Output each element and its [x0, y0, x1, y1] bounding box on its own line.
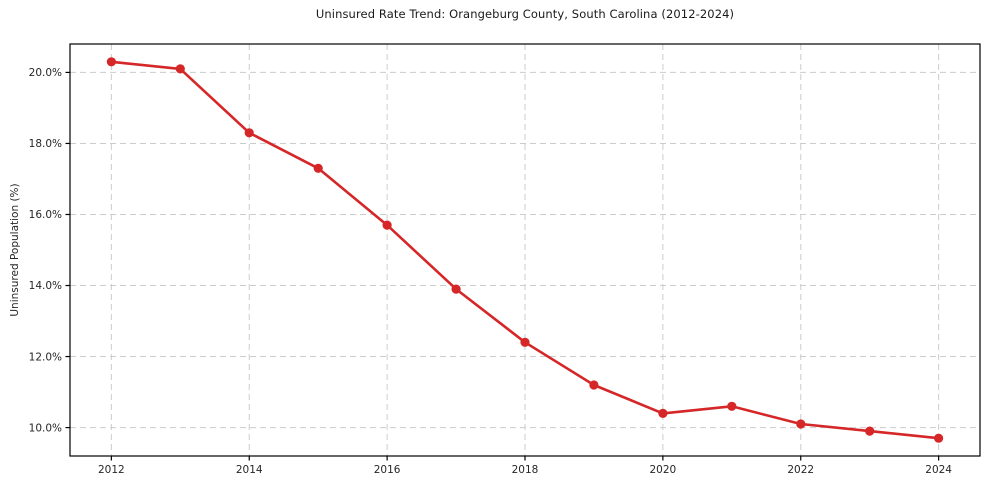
y-tick-label: 18.0% — [29, 138, 62, 150]
data-point — [589, 380, 599, 390]
y-tick-label: 16.0% — [29, 209, 62, 221]
x-tick-label: 2014 — [236, 464, 263, 476]
chart-title: Uninsured Rate Trend: Orangeburg County,… — [315, 7, 735, 21]
y-axis-label: Uninsured Population (%) — [9, 183, 21, 316]
data-point — [382, 220, 392, 230]
x-tick-label: 2022 — [787, 464, 814, 476]
axes: 10.0% 12.0% 14.0% 16.0% 18.0% 20.0% 2012 2014 20… — [29, 43, 981, 476]
trend-line-series — [106, 57, 944, 443]
data-point — [865, 426, 875, 436]
y-tick-label: 20.0% — [29, 67, 62, 79]
data-point — [244, 128, 254, 138]
data-point — [796, 419, 806, 429]
data-point — [175, 64, 185, 74]
x-tick-label: 2018 — [512, 464, 539, 476]
x-tick-label: 2024 — [925, 464, 952, 476]
data-point — [106, 57, 116, 67]
data-point — [313, 163, 323, 173]
y-tick-label: 14.0% — [29, 280, 62, 292]
data-point — [451, 284, 461, 294]
x-tick-label: 2012 — [98, 464, 125, 476]
x-tick-label: 2020 — [650, 464, 677, 476]
data-point — [934, 433, 944, 443]
data-point — [520, 337, 530, 347]
gridlines — [70, 44, 980, 456]
y-tick-label: 10.0% — [29, 422, 62, 434]
y-tick-label: 12.0% — [29, 351, 62, 363]
x-tick-label: 2016 — [374, 464, 401, 476]
data-point — [658, 408, 668, 418]
data-point — [727, 401, 737, 411]
